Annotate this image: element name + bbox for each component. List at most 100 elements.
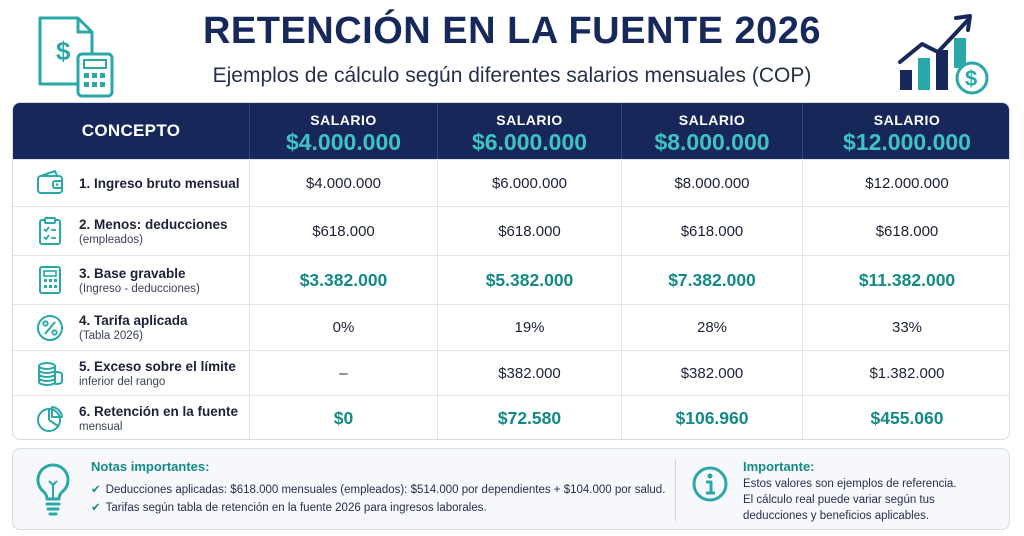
concept-cell: 5. Exceso sobre el límite inferior del r… <box>13 351 249 395</box>
value-cell: $4.000.000 <box>305 174 382 192</box>
column-divider <box>802 159 803 439</box>
svg-text:$: $ <box>965 66 977 91</box>
value-cell: $5.382.000 <box>485 269 574 290</box>
document-dollar-calculator-icon: $ <box>34 14 118 98</box>
value-cell: 33% <box>891 319 923 336</box>
concept-text: 4. Tarifa aplicada (Tabla 2026) <box>79 313 188 342</box>
table-row: 1. Ingreso bruto mensual $4.000.000 $6.0… <box>13 159 1009 206</box>
concept-text: 1. Ingreso bruto mensual <box>79 176 240 191</box>
notes-title: Notas importantes: <box>91 459 210 474</box>
value-cell: $382.000 <box>680 364 744 382</box>
value-cell: $618.000 <box>312 222 375 240</box>
concept-sublabel: mensual <box>79 421 123 433</box>
svg-text:$: $ <box>56 36 71 66</box>
concept-label: 4. Tarifa aplicada <box>79 313 188 328</box>
value-cell: 0% <box>332 319 355 336</box>
value-cell: $11.382.000 <box>858 269 956 290</box>
concept-label: 3. Base gravable <box>79 265 186 281</box>
salary-amount: $6.000.000 <box>471 129 588 155</box>
retention-table: CONCEPTO SALARIO $4.000.000 SALARIO $6.0… <box>12 102 1010 440</box>
salary-label: SALARIO <box>678 112 746 128</box>
info-icon <box>691 465 729 503</box>
value-cell: $618.000 <box>875 222 939 240</box>
column-header-salary-3: SALARIO $8.000.000 <box>622 103 802 159</box>
important-line: El cálculo real puede variar según tus <box>743 494 935 506</box>
concept-header: CONCEPTO <box>81 121 181 140</box>
header-divider <box>437 103 438 159</box>
value-cell: $72.580 <box>497 408 562 428</box>
salary-label: SALARIO <box>496 112 563 128</box>
value-cell: $106.960 <box>675 408 749 428</box>
column-header-salary-4: SALARIO $12.000.000 <box>803 103 1009 159</box>
concept-label: 5. Exceso sobre el límite <box>79 358 236 374</box>
table-row: 5. Exceso sobre el límite inferior del r… <box>13 350 1009 395</box>
value-cell: – <box>339 364 348 382</box>
value-cell: $618.000 <box>498 222 561 240</box>
important-text: Estos valores son ejemplos de referencia… <box>743 476 993 524</box>
concept-sublabel: (Ingreso - deducciones) <box>79 282 200 295</box>
important-line: Estos valores son ejemplos de referencia… <box>743 478 957 490</box>
growth-chart-dollar-icon: $ <box>894 12 994 98</box>
note-text: Tarifas según tabla de retención en la f… <box>105 502 487 514</box>
value-cell: $8.000.000 <box>674 174 750 192</box>
value-cell: $455.060 <box>870 408 944 428</box>
concept-cell: 1. Ingreso bruto mensual <box>13 160 249 206</box>
value-cell: 19% <box>514 319 545 336</box>
pie-chart-icon <box>35 404 65 434</box>
value-cell: $0 <box>333 408 354 428</box>
concept-label: 2. Menos: deducciones <box>79 216 228 232</box>
table-row: 2. Menos: deducciones (empleados) $618.0… <box>13 206 1009 255</box>
page-title: RETENCIÓN EN LA FUENTE 2026 <box>202 10 822 52</box>
value-cell: $618.000 <box>680 222 744 240</box>
value-cell: 28% <box>696 319 728 336</box>
concept-cell: 6. Retención en la fuente mensual <box>13 396 249 439</box>
salary-amount: $4.000.000 <box>285 129 402 155</box>
value-cell: $7.382.000 <box>668 269 756 290</box>
value-cell: $382.000 <box>498 364 561 382</box>
value-cell: $12.000.000 <box>865 174 949 192</box>
note-text: Deducciones aplicadas: $618.000 mensuale… <box>105 484 666 496</box>
value-cell: $3.382.000 <box>299 269 388 290</box>
concept-text: 5. Exceso sobre el límite inferior del r… <box>79 359 236 388</box>
concept-cell: 2. Menos: deducciones (empleados) <box>13 207 249 255</box>
page-subtitle: Ejemplos de cálculo según diferentes sal… <box>212 64 812 87</box>
table-row: 4. Tarifa aplicada (Tabla 2026) 0% 19% 2… <box>13 304 1009 350</box>
coins-stack-icon <box>35 358 65 388</box>
concept-cell: 4. Tarifa aplicada (Tabla 2026) <box>13 305 249 350</box>
check-icon: ✔ <box>91 484 101 496</box>
note-item: ✔ Tarifas según tabla de retención en la … <box>91 500 487 514</box>
salary-label: SALARIO <box>873 112 941 128</box>
header-divider <box>249 103 250 159</box>
calculator-icon <box>35 265 65 295</box>
notes-divider <box>675 459 676 521</box>
concept-cell: 3. Base gravable (Ingreso - deducciones) <box>13 256 249 304</box>
table-row: 6. Retención en la fuente mensual $0 $72… <box>13 395 1009 439</box>
important-line: deducciones y beneficios aplicables. <box>743 510 930 522</box>
concept-text: 3. Base gravable (Ingreso - deducciones) <box>79 266 200 295</box>
concept-sublabel: (Tabla 2026) <box>79 330 143 342</box>
concept-sublabel: inferior del rango <box>79 375 166 388</box>
salary-label: SALARIO <box>310 112 377 128</box>
notes-panel: Notas importantes: ✔ Deducciones aplicada… <box>12 448 1010 530</box>
header-divider <box>621 103 622 159</box>
percent-icon <box>35 313 65 343</box>
value-cell: $1.382.000 <box>869 364 945 382</box>
column-divider <box>437 159 438 439</box>
check-icon: ✔ <box>91 502 101 514</box>
concept-sublabel: (empleados) <box>79 233 143 246</box>
salary-amount: $12.000.000 <box>843 129 971 155</box>
column-header-salary-1: SALARIO $4.000.000 <box>250 103 437 159</box>
header-divider <box>802 103 803 159</box>
concept-label: 1. Ingreso bruto mensual <box>79 175 240 191</box>
table-row: 3. Base gravable (Ingreso - deducciones)… <box>13 255 1009 304</box>
concept-label: 6. Retención en la fuente <box>79 404 239 419</box>
important-title: Importante: <box>743 459 815 474</box>
column-divider <box>249 159 250 439</box>
concept-text: 6. Retención en la fuente mensual <box>79 404 238 433</box>
salary-amount: $8.000.000 <box>654 129 770 155</box>
table-header: CONCEPTO SALARIO $4.000.000 SALARIO $6.0… <box>13 103 1009 159</box>
lightbulb-icon <box>33 461 73 517</box>
wallet-icon <box>35 168 65 198</box>
column-divider <box>621 159 622 439</box>
clipboard-checklist-icon <box>35 216 65 246</box>
